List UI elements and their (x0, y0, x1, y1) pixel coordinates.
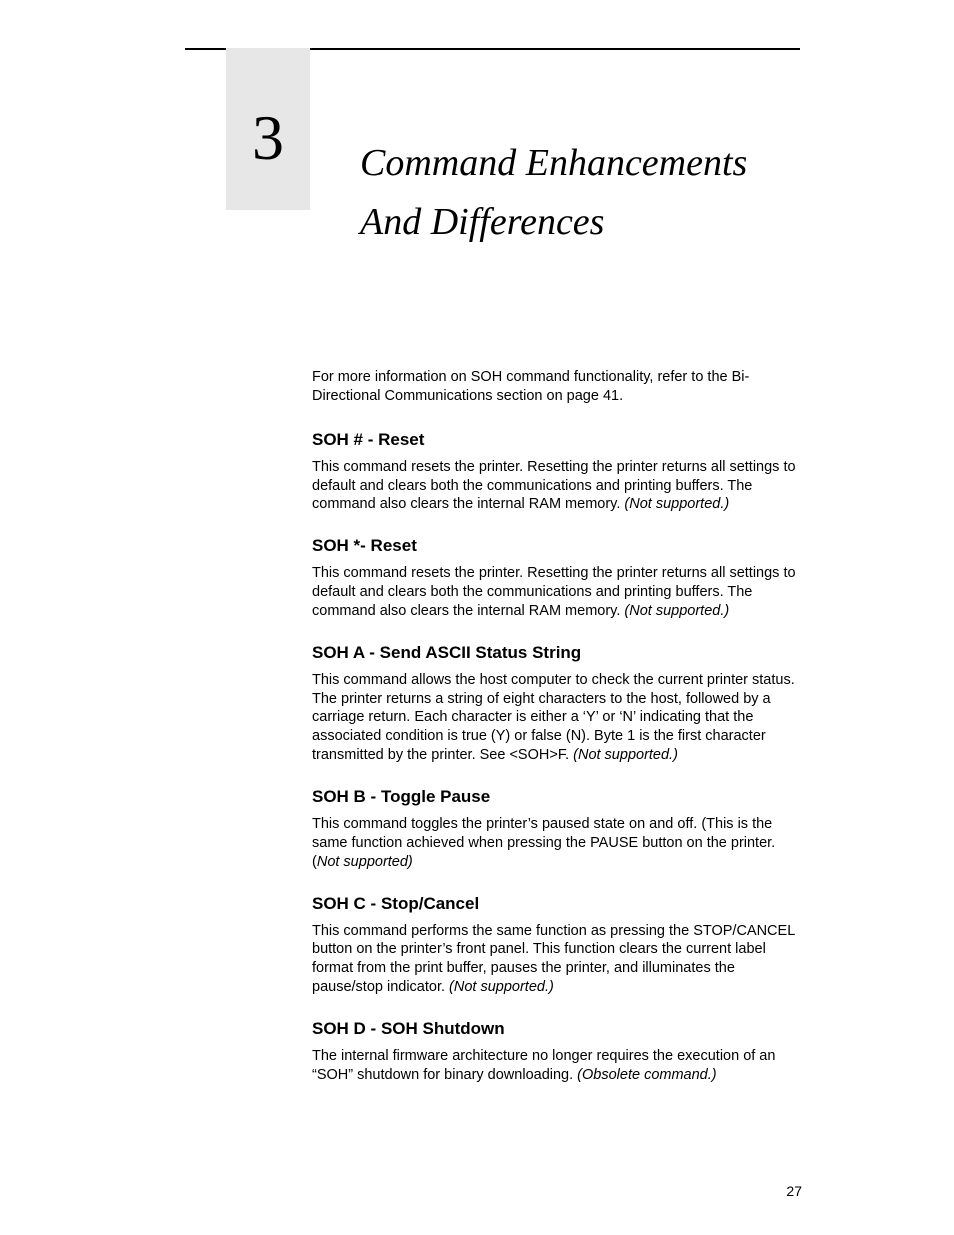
section-body: This command allows the host computer to… (312, 671, 798, 765)
section-note: Not supported) (317, 854, 413, 870)
section-body: This command toggles the printer’s pause… (312, 815, 798, 872)
page-number: 27 (786, 1183, 802, 1199)
section-note: (Not supported.) (449, 979, 554, 995)
content: For more information on SOH command func… (312, 368, 798, 1085)
section-note: (Not supported.) (573, 747, 678, 763)
page: 3 Command Enhancements And Differences F… (0, 0, 954, 1235)
section-heading: SOH *- Reset (312, 536, 798, 556)
intro-paragraph: For more information on SOH command func… (312, 368, 798, 406)
section-body: This command resets the printer. Resetti… (312, 458, 798, 515)
section-note: (Not supported.) (624, 496, 729, 512)
section-heading: SOH C - Stop/Cancel (312, 894, 798, 914)
section-heading: SOH D - SOH Shutdown (312, 1019, 798, 1039)
section-body: This command performs the same function … (312, 922, 798, 997)
section-note: (Not supported.) (624, 603, 729, 619)
section-heading: SOH A - Send ASCII Status String (312, 643, 798, 663)
section-text: This command allows the host computer to… (312, 672, 795, 763)
section-heading: SOH # - Reset (312, 430, 798, 450)
section-body: The internal firmware architecture no lo… (312, 1047, 798, 1085)
section-heading: SOH B - Toggle Pause (312, 787, 798, 807)
section-body: This command resets the printer. Resetti… (312, 564, 798, 621)
section-note: (Obsolete command.) (577, 1067, 716, 1083)
chapter-title: Command Enhancements And Differences (360, 134, 800, 252)
chapter-number: 3 (226, 106, 310, 170)
